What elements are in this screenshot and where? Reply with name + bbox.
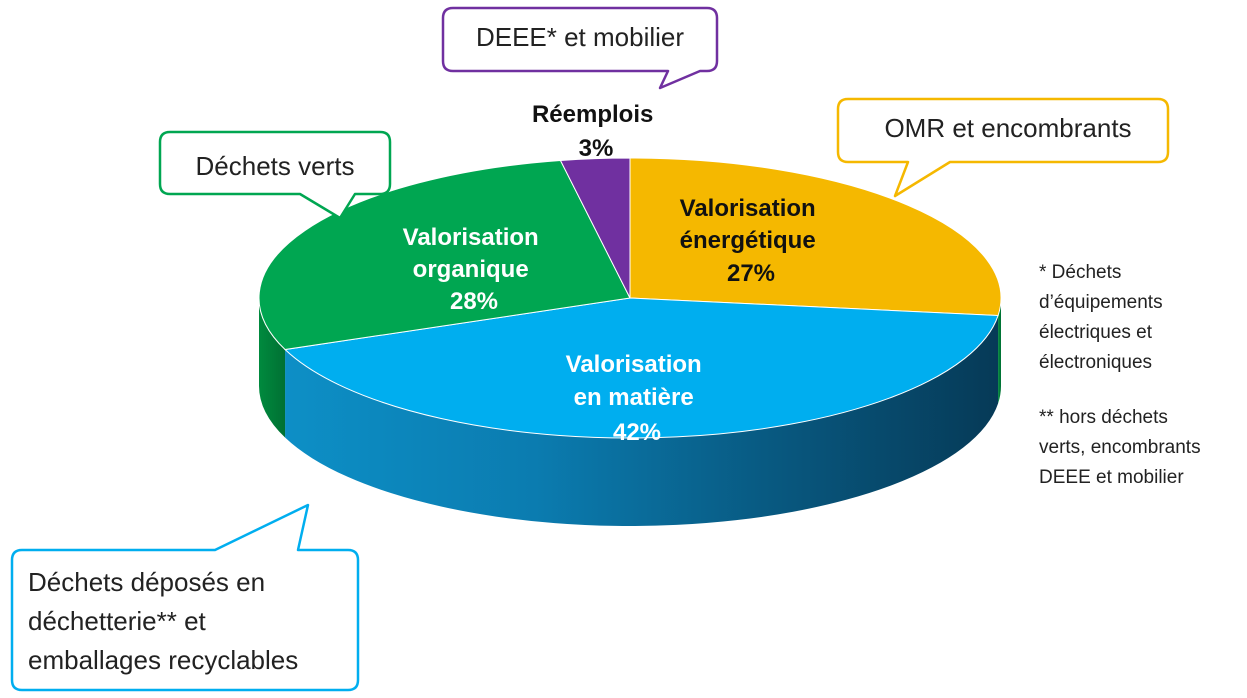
slice-labels: Valorisation en matière 42% Valorisation… [403,101,823,446]
slice-energetique-side [998,298,1001,404]
callout-deee: DEEE* et mobilier [441,6,719,90]
svg-text:DEEE* et mobilier: DEEE* et mobilier [476,22,684,52]
label-organique: Valorisation organique 28% [403,224,546,315]
callout-decheterie: Déchets déposés en déchetterie** et emba… [10,503,360,692]
label-matiere: Valorisation en matière 42% [566,351,709,446]
slice-matiere [283,297,999,439]
slice-matiere-side [285,315,999,526]
svg-text:Déchets déposés en déche: Déchets déposés en déchetterie** et emba… [28,567,298,675]
svg-text:Déchets verts: Déchets verts [196,151,355,181]
slice-organique [258,159,631,351]
pie-top [258,157,1002,439]
footnote-decheterie: ** hors déchets verts, encombrants DEEE … [1039,407,1201,488]
footnote-deee: * Déchets d’équipements électriques et é… [1039,262,1163,373]
slice-organique-side [259,298,286,438]
label-reemplois: Réemplois 3% [532,101,660,162]
callout-omr: OMR et encombrants [836,97,1170,198]
callout-verts: Déchets verts [158,130,392,220]
pie-side [259,298,1001,526]
slice-energetique [629,157,1002,317]
svg-text:OMR et encombrants: OMR et encombrants [884,113,1131,143]
label-energetique: Valorisation énergétique 27% [680,195,823,287]
slice-reemplois [559,157,631,299]
